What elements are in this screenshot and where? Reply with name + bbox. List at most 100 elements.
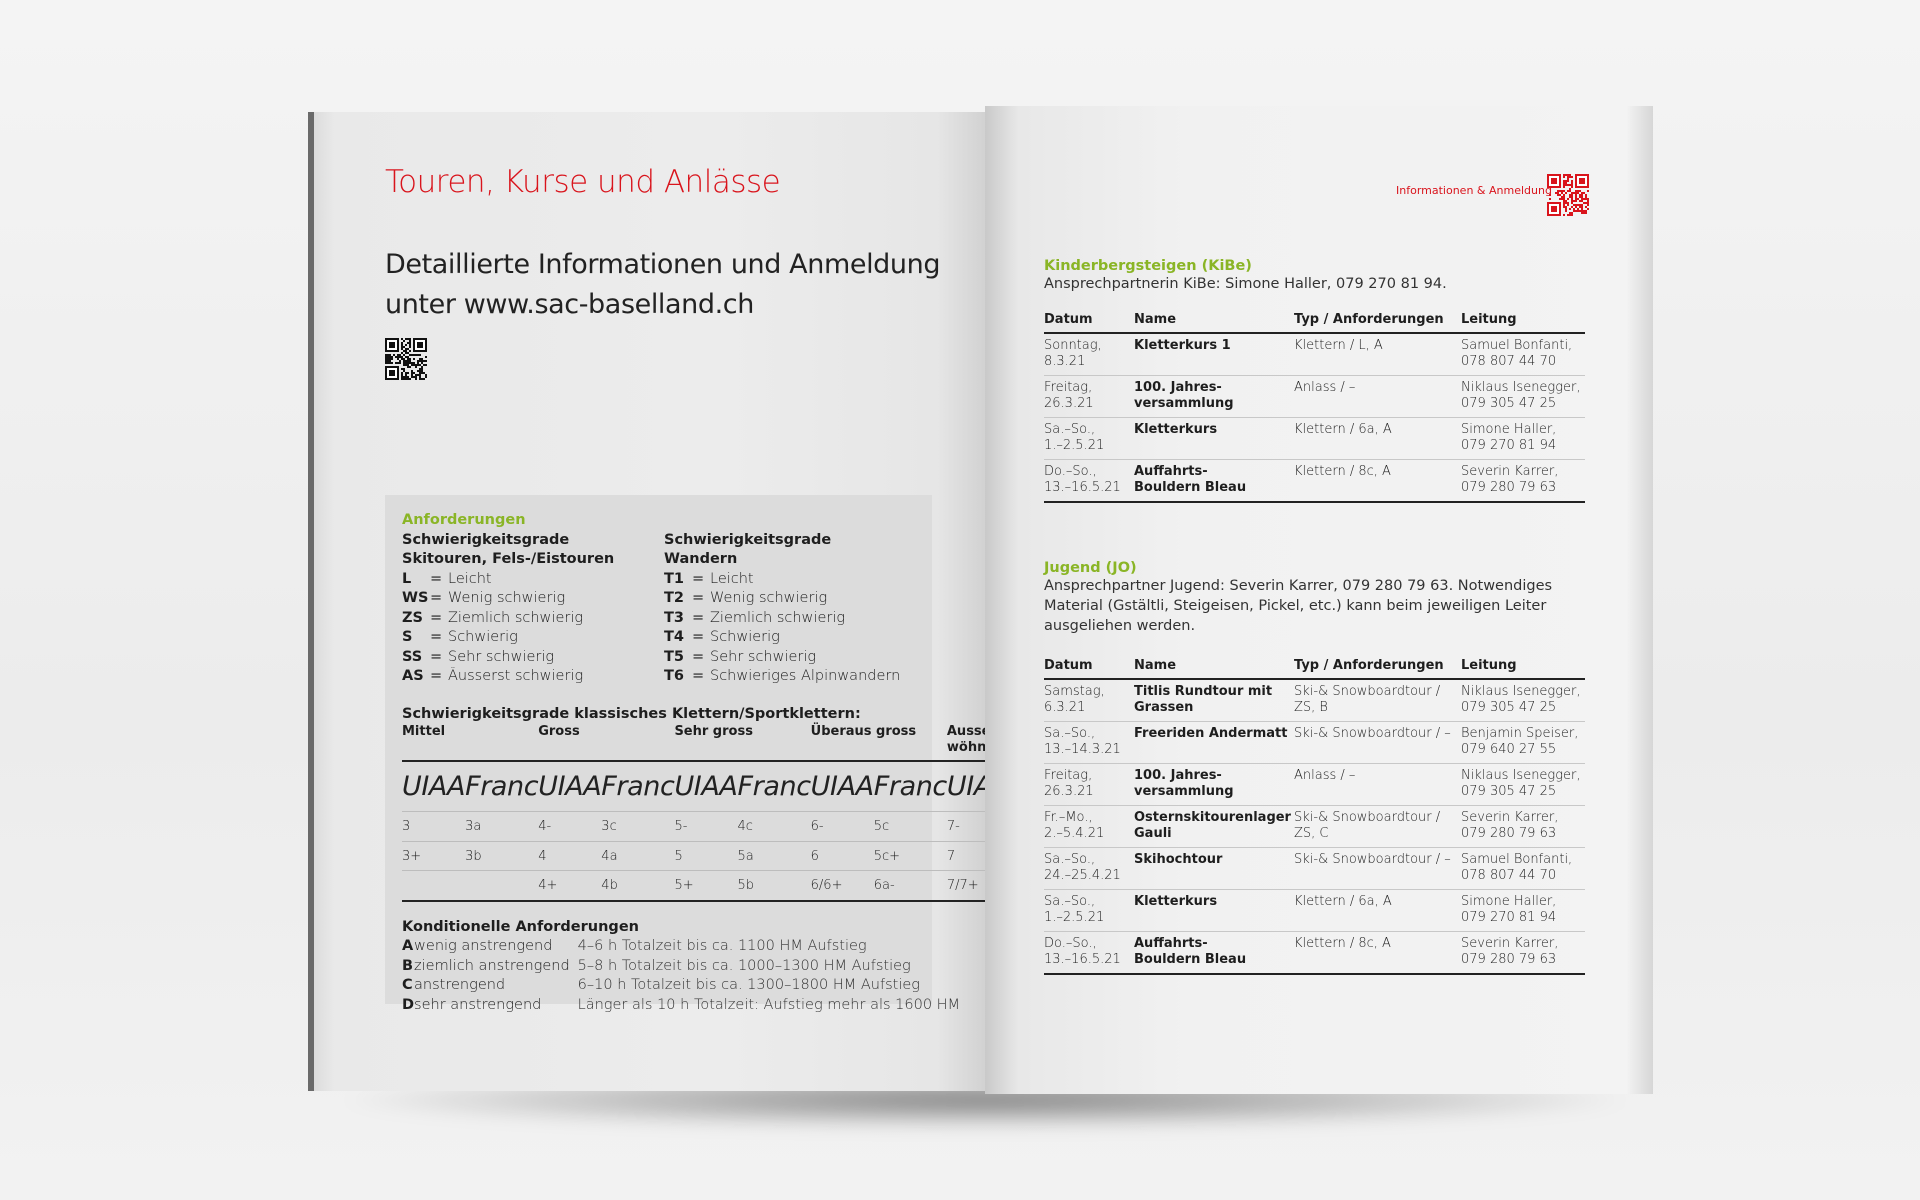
scale-header: UIAA xyxy=(810,760,874,812)
name-cell-line: Bouldern Bleau xyxy=(1134,952,1247,967)
grade-cell: 3+ xyxy=(402,840,466,871)
column-header: Leitung xyxy=(1461,658,1585,680)
datum-cell: Sonntag, 8.3.21 xyxy=(1044,333,1134,376)
type-cell-line: Anlass / – xyxy=(1294,768,1356,783)
type-cell-line: Klettern / 8c, A xyxy=(1294,464,1391,479)
datum-cell-line: Fr.–Mo., xyxy=(1044,810,1093,825)
grade-code: AS xyxy=(402,668,424,684)
grade-cell: 5c xyxy=(873,811,947,841)
climbing-grades-table: Mittel Gross Sehr gross Überaus gross Ausser… xyxy=(402,724,1083,902)
datum-cell-line: 8.3.21 xyxy=(1044,354,1086,369)
grade-cell: 5 xyxy=(674,840,738,871)
leitung-cell: Simone Haller, 079 270 81 94 xyxy=(1461,889,1585,932)
scale-header: Franc xyxy=(873,760,947,812)
type-cell: Ski-& Snowboardtour / ZS, C xyxy=(1294,805,1461,848)
leitung-cell-line: 078 807 44 70 xyxy=(1461,868,1557,883)
conditional-title: Konditionelle Anforderungen xyxy=(402,918,639,935)
name-cell: Auffahrts- Bouldern Bleau xyxy=(1134,459,1294,503)
datum-cell-line: Samstag, xyxy=(1044,684,1105,699)
conditional-desc: 6–10 h Totalzeit bis ca. 1300–1800 HM Au… xyxy=(577,977,920,993)
grade-cell: 4+ xyxy=(538,870,602,902)
grade-row: T2 = Wenig schwierig xyxy=(664,589,900,609)
leitung-cell: Niklaus Isenegger, 079 305 47 25 xyxy=(1461,763,1585,806)
type-cell: Klettern / 8c, A xyxy=(1294,459,1461,503)
grade-cell: 4 xyxy=(538,840,602,871)
subtitle-link[interactable]: unter www.sac-baselland.ch xyxy=(385,289,754,320)
grade-cell: 5a xyxy=(737,840,811,871)
qr-code-icon[interactable] xyxy=(1547,174,1589,216)
grade-label: Sehr schwierig xyxy=(710,648,817,665)
ski-grades-title: Schwierigkeitsgrade xyxy=(402,531,570,548)
column-header: Datum xyxy=(1044,312,1134,334)
scale-header: Franc xyxy=(465,760,539,812)
table-row: Sa.–So., 1.–2.5.21 Kletterkurs Klettern / 6… xyxy=(1044,889,1585,932)
grade-row: SS = Sehr schwierig xyxy=(402,648,583,668)
scale-header: UIAA xyxy=(674,760,738,812)
datum-cell-line: 24.–25.4.21 xyxy=(1044,868,1121,883)
leitung-cell-line: Simone Haller, xyxy=(1461,422,1557,437)
grade-cell: 6- xyxy=(810,811,874,841)
jugend-section: Jugend (JO) Ansprechpartner Jugend: Seve… xyxy=(1044,560,1589,975)
grade-label: Ziemlich schwierig xyxy=(448,609,584,626)
grade-code: L xyxy=(402,570,412,587)
name-cell-line: Kletterkurs xyxy=(1134,894,1218,909)
table-row: Sonntag, 8.3.21 Kletterkurs 1 Klettern / L,… xyxy=(1044,333,1585,376)
qr-code-icon[interactable] xyxy=(385,338,427,380)
grade-label: Ziemlich schwierig xyxy=(710,609,846,626)
type-cell-line: ZS, B xyxy=(1294,700,1328,715)
name-cell-line: Auffahrts- xyxy=(1134,936,1208,951)
grade-code: WS xyxy=(402,590,429,606)
leitung-cell: Simone Haller, 079 270 81 94 xyxy=(1461,417,1585,460)
datum-cell: Sa.–So., 13.–14.3.21 xyxy=(1044,721,1134,764)
info-registration-link[interactable]: Informationen & Anmeldung xyxy=(1396,184,1552,197)
name-cell: Freeriden Andermatt xyxy=(1134,721,1294,764)
section-intro: Ansprechpartnerin KiBe: Simone Haller, 0… xyxy=(1044,276,1447,292)
type-cell-line: Ski-& Snowboardtour / – xyxy=(1294,726,1451,741)
leitung-cell-line: Severin Karrer, xyxy=(1461,810,1559,825)
leitung-cell-line: Samuel Bonfanti, xyxy=(1461,852,1573,867)
datum-cell-line: 1.–2.5.21 xyxy=(1044,910,1105,925)
leitung-cell-line: 079 305 47 25 xyxy=(1461,784,1557,799)
leitung-cell-line: 079 280 79 63 xyxy=(1461,480,1557,495)
grade-label: Leicht xyxy=(448,570,492,587)
name-cell-line: 100. Jahres- xyxy=(1134,768,1222,783)
datum-cell-line: 6.3.21 xyxy=(1044,700,1086,715)
jugend-events-table: Datum Name Typ / Anforderungen Leitung Samst… xyxy=(1044,658,1585,975)
datum-cell: Sa.–So., 24.–25.4.21 xyxy=(1044,847,1134,890)
group-header: Gross xyxy=(538,724,580,739)
type-cell: Klettern / 8c, A xyxy=(1294,931,1461,975)
equals-sign: = xyxy=(430,668,443,684)
datum-cell: Do.–So., 13.–16.5.21 xyxy=(1044,459,1134,503)
grade-cell: 4- xyxy=(538,811,602,841)
grade-label: Schwieriges Alpinwandern xyxy=(710,668,901,684)
grade-code: T2 xyxy=(664,590,684,606)
type-cell: Klettern / L, A xyxy=(1294,333,1461,376)
grade-cell: 4c xyxy=(737,811,811,841)
leitung-cell-line: Severin Karrer, xyxy=(1461,464,1559,479)
datum-cell-line: Do.–So., xyxy=(1044,936,1097,951)
grade-cell: 4a xyxy=(601,840,675,871)
name-cell-line: Kletterkurs xyxy=(1134,422,1218,437)
conditional-label: sehr anstrengend xyxy=(414,996,542,1013)
equals-sign: = xyxy=(692,629,705,645)
datum-cell-line: Freitag, xyxy=(1044,768,1093,783)
conditional-code: D xyxy=(402,996,415,1013)
leitung-cell-line: Severin Karrer, xyxy=(1461,936,1559,951)
leitung-cell-line: 079 640 27 55 xyxy=(1461,742,1557,757)
climbing-title: Schwierigkeitsgrade klassisches Klettern… xyxy=(402,705,861,722)
equals-sign: = xyxy=(430,570,443,587)
grade-label: Wenig schwierig xyxy=(710,590,828,606)
table-row: Do.–So., 13.–16.5.21 Auffahrts- Bouldern Bl… xyxy=(1044,931,1585,975)
table-row: Freitag, 26.3.21 100. Jahres-versammlung An… xyxy=(1044,763,1585,806)
conditional-code: B xyxy=(402,957,414,974)
leitung-cell: Niklaus Isenegger, 079 305 47 25 xyxy=(1461,375,1585,418)
table-row: Sa.–So., 1.–2.5.21 Kletterkurs Klettern / 6… xyxy=(1044,417,1585,460)
datum-cell-line: 2.–5.4.21 xyxy=(1044,826,1105,841)
type-cell: Ski-& Snowboardtour / ZS, B xyxy=(1294,679,1461,722)
type-cell: Klettern / 6a, A xyxy=(1294,889,1461,932)
type-cell-line: Klettern / 8c, A xyxy=(1294,936,1391,951)
datum-cell-line: Sa.–So., xyxy=(1044,422,1096,437)
type-cell: Klettern / 6a, A xyxy=(1294,417,1461,460)
